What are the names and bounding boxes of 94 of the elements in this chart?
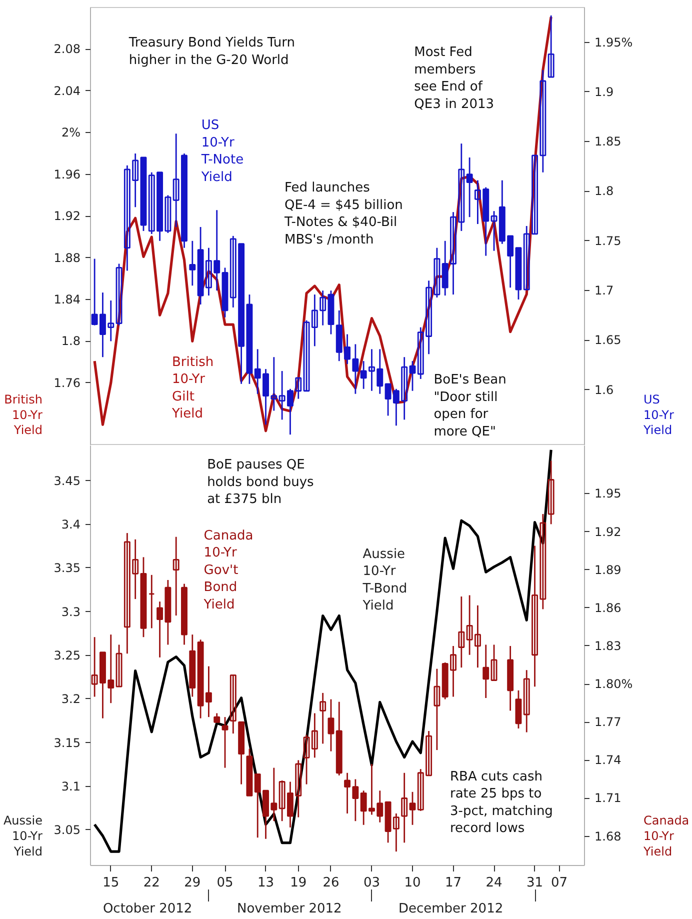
y2-tick-label: 1.77 xyxy=(594,715,622,730)
annotation: Fed launches QE-4 = $45 billion T-Notes & $40-Bil MBS's /month xyxy=(284,180,403,248)
candlestick xyxy=(328,698,334,752)
x-tick-label: 17 xyxy=(444,876,462,890)
y2-tick-label: 1.71 xyxy=(594,791,622,806)
y2-tick-label: 1.92 xyxy=(594,524,622,539)
text: November 2012 xyxy=(236,902,342,916)
line-series xyxy=(93,448,552,853)
candlestick xyxy=(401,772,408,844)
y2-tick-label: 1.68 xyxy=(594,829,622,844)
candlestick xyxy=(189,240,196,286)
y-tick-label: 3.25 xyxy=(54,648,80,663)
x-tick-label: 31 xyxy=(526,876,544,890)
y2-tick-label: 1.95% xyxy=(594,35,633,50)
candlestick xyxy=(360,360,367,390)
y2-tick-label: 1.74 xyxy=(594,753,622,768)
x-tick-label: 29 xyxy=(184,876,201,890)
candlestick xyxy=(320,290,326,326)
y-tick-label: 3.1 xyxy=(61,780,81,794)
candlestick xyxy=(490,644,498,681)
y2-tick-label: 1.80% xyxy=(594,677,633,692)
y-tick-label: 1.88 xyxy=(54,250,80,265)
y2-tick-label: 1.8 xyxy=(594,184,614,198)
y2-tick-label: 1.89 xyxy=(594,562,622,577)
y-tick-label: 1.96 xyxy=(54,167,80,182)
x-tick-label: 05 xyxy=(216,876,234,890)
x-tick-label: 26 xyxy=(322,876,340,890)
candlestick xyxy=(490,210,498,252)
y-tick-label: 1.8 xyxy=(61,334,81,348)
x-tick-label: 22 xyxy=(143,876,160,890)
y-tick-label: 2.04 xyxy=(54,84,80,98)
y-tick-label: 3.05 xyxy=(54,823,80,838)
series-label: Canada 10-Yr Gov't Bond Yield xyxy=(202,528,254,612)
y2-tick-label: 1.85 xyxy=(594,134,622,149)
x-tick-label: 13 xyxy=(257,876,274,890)
candlestick xyxy=(466,156,473,218)
candlestick xyxy=(523,669,530,733)
series-label: British 10-Yr Gilt Yield xyxy=(171,354,214,422)
candlestick xyxy=(482,644,490,699)
annotation: RBA cuts cash rate 25 bps to 3-pct, matching record lows xyxy=(450,769,553,836)
y2-tick-label: 1.65 xyxy=(594,333,622,348)
candlestick xyxy=(172,536,180,616)
candlestick xyxy=(116,644,122,688)
y-tick-label: 2% xyxy=(61,126,81,140)
candlestick xyxy=(320,692,326,744)
candlestick xyxy=(548,14,554,78)
y-tick-label: 3.3 xyxy=(61,604,81,619)
y2-axis-title: Canada 10-Yr Yield xyxy=(642,814,690,858)
text: October 2012 xyxy=(102,902,192,916)
y-tick-label: 2.08 xyxy=(54,42,80,56)
y2-tick-label: 1.7 xyxy=(594,284,614,298)
y-axis-title: British 10-Yr Yield xyxy=(4,392,43,438)
candlestick xyxy=(458,596,465,668)
y-tick-label: 3.4 xyxy=(61,518,81,532)
text: Treasury Bond Yields Turn higher in the G-20 World xyxy=(128,36,295,68)
candlestick xyxy=(344,772,351,814)
x-tick-label: 24 xyxy=(486,876,502,890)
y-tick-label: 1.84 xyxy=(54,292,80,306)
y-tick-label: 3.45 xyxy=(54,474,80,488)
annotation: BoE's Bean "Door still open for more QE" xyxy=(434,372,506,440)
x-tick-label: 03 xyxy=(363,876,380,890)
candlestick xyxy=(230,674,236,734)
x-tick-label: 19 xyxy=(290,876,307,890)
annotation: Most Fed members see End of QE3 in 2013 xyxy=(414,45,494,112)
candlestick xyxy=(148,574,155,629)
x-tick-label: 15 xyxy=(102,876,120,890)
y-tick-label: 3.35 xyxy=(54,561,80,576)
series-label: US 10-Yr T-Note Yield xyxy=(200,118,244,185)
candlestick xyxy=(409,360,416,392)
y-tick-label: 1.76 xyxy=(54,376,80,390)
y-tick-label: 3.15 xyxy=(54,736,80,750)
y-axis-title: Aussie 10-Yr Yield xyxy=(3,814,43,858)
candlestick xyxy=(352,778,359,822)
candlestick xyxy=(434,668,440,751)
y2-tick-label: 1.95 xyxy=(594,486,622,501)
candlestick xyxy=(116,263,122,326)
y2-axis-title: US 10-Yr Yield xyxy=(642,392,674,438)
y-tick-label: 3.2 xyxy=(61,692,81,706)
y2-tick-label: 1.83 xyxy=(594,638,622,653)
y2-tick-label: 1.75 xyxy=(594,234,622,248)
x-tick-label: 10 xyxy=(404,876,421,890)
candlestick xyxy=(548,460,554,525)
y2-tick-label: 1.86 xyxy=(594,600,622,615)
candlestick xyxy=(270,356,278,412)
series-label: Aussie 10-Yr T-Bond Yield xyxy=(362,546,408,614)
y2-tick-label: 1.9 xyxy=(594,84,614,99)
candlestick xyxy=(523,225,530,290)
x-tick-label: 07 xyxy=(550,876,568,890)
text: December 2012 xyxy=(398,902,504,916)
y-tick-label: 1.92 xyxy=(54,209,80,224)
candlestick xyxy=(409,791,416,826)
annotation: BoE pauses QE holds bond buys at £375 bln xyxy=(207,458,314,508)
candlestick xyxy=(222,716,228,768)
y2-tick-label: 1.6 xyxy=(594,382,614,397)
